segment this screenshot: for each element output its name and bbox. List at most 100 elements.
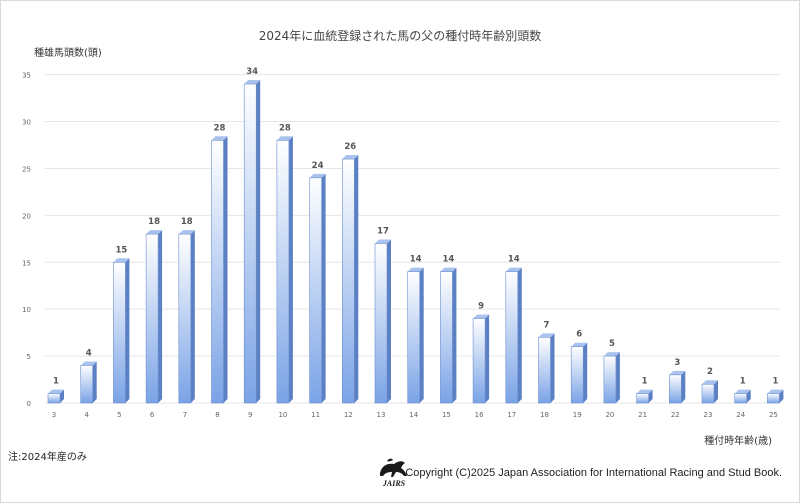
bar-side [714, 380, 718, 403]
bar-13 [374, 239, 391, 404]
bar-3 [47, 389, 64, 404]
bar-7 [178, 230, 195, 404]
data-label: 4 [86, 348, 92, 358]
bar-side [746, 389, 751, 403]
footnote: 注:2024年産のみ [8, 452, 87, 463]
data-label: 28 [214, 123, 226, 133]
data-label: 14 [508, 255, 520, 265]
bar-top [80, 361, 97, 366]
data-label: 24 [312, 161, 324, 171]
y-tick-label: 25 [22, 165, 31, 173]
bar-front [603, 355, 617, 404]
bar-front [211, 139, 224, 404]
bar-top [48, 389, 64, 394]
bar-top [146, 230, 163, 235]
bar-side [779, 389, 784, 403]
copyright: Copyright (C)2025 Japan Association for … [405, 467, 782, 479]
bar-front [80, 365, 93, 404]
bar-top [178, 230, 195, 235]
bar-top [702, 380, 718, 385]
x-tick-label: 8 [215, 411, 219, 419]
y-tick-label: 10 [22, 306, 31, 314]
bar-20 [603, 352, 620, 404]
x-tick-label: 24 [736, 411, 745, 419]
bar-side [648, 389, 653, 403]
bar-side [452, 267, 457, 403]
x-tick-label: 23 [704, 411, 713, 419]
bar-side [321, 173, 326, 403]
x-tick-label: 3 [52, 411, 56, 419]
y-tick-label: 30 [22, 119, 31, 127]
bar-front [145, 233, 159, 404]
x-tick-label: 11 [311, 411, 320, 419]
bar-front [276, 139, 290, 404]
data-label: 17 [377, 227, 389, 237]
x-axis-label: 種付時年齢(歳) [704, 436, 772, 447]
labels: 0510152025303513441551861872883492810241… [22, 67, 778, 419]
bar-front [538, 337, 551, 404]
bar-front [472, 318, 486, 404]
bar-11 [309, 173, 326, 404]
x-tick-label: 22 [671, 411, 680, 419]
bar-top [571, 342, 588, 347]
data-label: 7 [544, 320, 550, 330]
data-label: 26 [344, 142, 356, 152]
bar-4 [80, 361, 97, 404]
bars [47, 80, 784, 404]
data-label: 1 [772, 377, 778, 387]
y-tick-label: 5 [27, 353, 31, 361]
bar-top [309, 173, 326, 178]
bar-9 [243, 80, 261, 404]
data-label: 9 [478, 302, 484, 312]
bar-side [158, 230, 163, 403]
bar-17 [505, 267, 522, 404]
bar-top [276, 136, 293, 141]
bar-19 [570, 342, 588, 404]
bar-front [505, 271, 519, 404]
bar-front [570, 346, 584, 404]
bar-25 [767, 389, 784, 404]
y-tick-label: 20 [22, 212, 31, 220]
bar-side [125, 258, 130, 403]
data-label: 18 [148, 217, 160, 227]
bar-front [701, 383, 715, 404]
x-tick-label: 13 [377, 411, 386, 419]
bar-15 [440, 267, 457, 404]
data-label: 18 [181, 217, 193, 227]
data-label: 2 [707, 367, 713, 377]
bar-front [636, 393, 649, 404]
bar-5 [113, 258, 130, 404]
bar-top [669, 370, 686, 375]
bar-top [603, 352, 620, 357]
bar-front [407, 271, 421, 404]
bar-22 [668, 370, 686, 404]
jairs-logo: JAIRS [380, 458, 407, 488]
bar-side [190, 230, 195, 403]
bar-side [60, 389, 64, 403]
x-tick-label: 7 [183, 411, 187, 419]
bar-side [223, 136, 228, 403]
bar-front [243, 83, 257, 404]
bar-side [485, 314, 490, 403]
bar-23 [701, 380, 718, 404]
bar-front [767, 393, 780, 404]
bar-top [407, 267, 424, 272]
x-tick-label: 20 [605, 411, 614, 419]
bar-10 [276, 136, 293, 404]
x-tick-label: 6 [150, 411, 155, 419]
bar-24 [734, 389, 751, 404]
bar-side [354, 155, 359, 403]
y-tick-label: 35 [22, 72, 31, 80]
bar-top [440, 267, 457, 272]
bar-top [767, 389, 784, 394]
bar-top [538, 333, 555, 338]
chart-title: 2024年に血統登録された馬の父の種付時年齢別頭数 [258, 29, 542, 43]
data-label: 1 [53, 377, 59, 387]
bar-front [309, 177, 322, 404]
bar-top [734, 389, 751, 394]
data-label: 1 [642, 377, 648, 387]
bar-top [342, 155, 359, 160]
bar-side [517, 267, 522, 403]
data-label: 14 [410, 255, 422, 265]
bar-front [440, 271, 453, 404]
